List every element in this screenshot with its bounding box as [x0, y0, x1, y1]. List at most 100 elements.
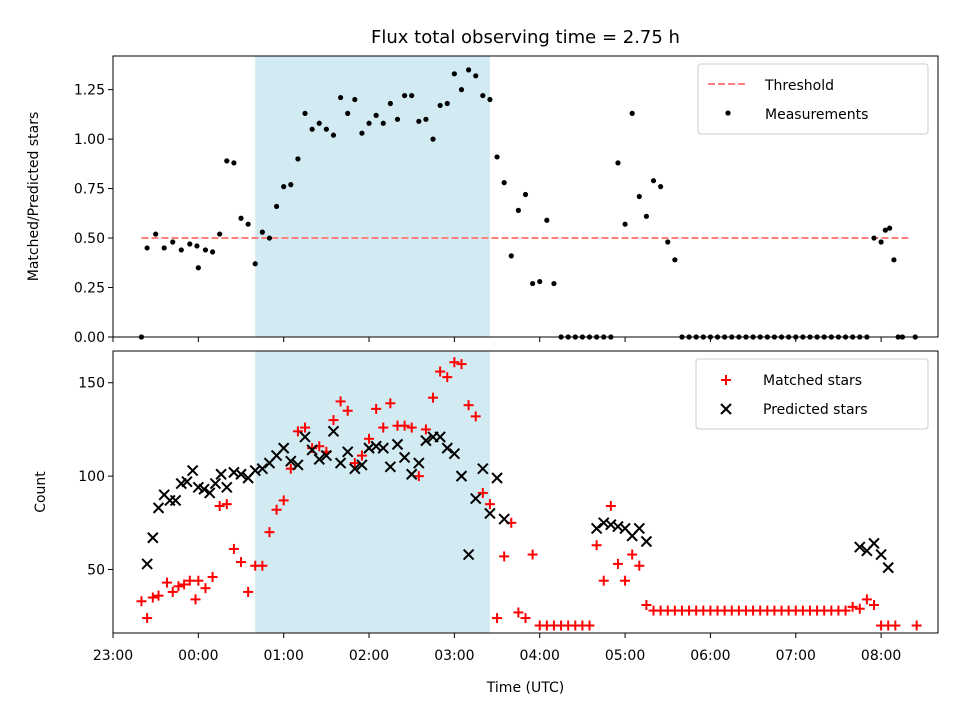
x-stroke-b: [320, 449, 333, 462]
measurement-point: [871, 235, 877, 241]
matched-star-point: [200, 583, 211, 594]
measurement-point: [380, 120, 386, 126]
measurement-point: [170, 239, 176, 245]
measurement-point: [544, 217, 550, 223]
x-tick-label: 06:00: [690, 648, 730, 664]
top-legend: Threshold Measurements: [697, 63, 929, 135]
predicted-star-point: [590, 522, 603, 535]
x-stroke-b: [221, 481, 233, 494]
x-stroke-b: [605, 518, 617, 531]
predicted-star-point: [327, 425, 340, 438]
predicted-star-point: [249, 464, 261, 477]
predicted-star-point: [169, 494, 182, 507]
predicted-star-point: [484, 507, 496, 520]
predicted-stars-points: [141, 425, 894, 574]
matched-star-point: [406, 422, 417, 433]
matched-star-point: [243, 586, 254, 597]
x-axis-label: Time (UTC): [486, 680, 564, 696]
matched-star-point: [184, 575, 195, 586]
legend-box: [695, 358, 929, 430]
measurement-point: [387, 100, 393, 107]
predicted-star-point: [204, 487, 216, 499]
measurement-point: [330, 132, 337, 138]
x-stroke-b: [299, 431, 311, 443]
matched-star-point: [584, 620, 595, 631]
predicted-star-point: [356, 459, 368, 471]
predicted-star-point: [334, 457, 347, 469]
matched-star-point: [470, 411, 481, 422]
x-stroke-b: [868, 537, 880, 550]
matched-star-point: [527, 549, 538, 560]
x-stroke-b: [434, 431, 446, 443]
bottom-y-tick-labels: 50 100 150: [78, 376, 105, 579]
x-tick-label: 02:00: [349, 648, 389, 664]
predicted-star-point: [633, 522, 646, 535]
matched-star-point: [167, 586, 178, 597]
x-stroke-b: [370, 440, 382, 452]
measurement-point: [178, 247, 184, 253]
predicted-star-point: [477, 462, 489, 475]
measurement-point: [515, 207, 521, 213]
top-panel: Flux total observing time = 2.75 h Match…: [26, 27, 939, 346]
predicted-star-point: [277, 442, 290, 454]
x-stroke-b: [152, 502, 165, 514]
predicted-star-point: [470, 492, 482, 505]
x-stroke-b: [181, 476, 193, 488]
x-stroke-b: [875, 548, 887, 561]
x-tick-label: 08:00: [861, 648, 901, 664]
predicted-star-point: [349, 462, 361, 475]
measurement-point: [217, 231, 223, 237]
matched-star-point: [190, 594, 201, 605]
x-stroke-b: [228, 466, 240, 479]
measurement-point: [231, 160, 237, 166]
matched-star-point: [162, 577, 173, 588]
measurement-point: [444, 100, 450, 107]
top-observing-window-span: [255, 56, 490, 337]
matched-star-point: [153, 590, 164, 601]
measurement-point: [337, 94, 344, 101]
measurement-point: [466, 67, 472, 73]
measurement-point: [487, 96, 493, 103]
measurement-point: [194, 243, 200, 249]
matched-star-point: [356, 450, 367, 461]
predicted-star-point: [198, 483, 210, 495]
x-stroke-b: [334, 457, 347, 469]
x-stroke-b: [377, 442, 389, 454]
x-stroke-b: [441, 442, 453, 454]
x-tick-labels: 23:00 00:00 01:00 02:00 03:00 04:00 05:00 06:00…: [93, 648, 901, 664]
legend-box: [697, 63, 929, 135]
matched-star-point: [399, 420, 410, 431]
matched-star-point: [840, 605, 851, 616]
predicted-star-point: [377, 442, 389, 454]
measurement-point: [266, 235, 273, 241]
measurement-point: [437, 102, 443, 109]
measurement-point: [650, 178, 657, 184]
x-stroke-b: [854, 541, 866, 553]
measurement-point: [273, 203, 280, 209]
predicted-star-point: [413, 457, 425, 469]
measurement-point: [551, 280, 557, 287]
measurement-point: [423, 116, 429, 122]
predicted-star-point: [181, 476, 193, 488]
measurement-point: [891, 257, 897, 263]
measurement-point: [537, 278, 543, 285]
x-stroke-b: [590, 522, 603, 535]
measurement-point: [144, 245, 150, 251]
measurement-point: [352, 96, 358, 103]
x-stroke-b: [204, 487, 216, 499]
measurement-point: [878, 239, 884, 245]
matched-star-point: [492, 613, 503, 624]
matched-star-point: [214, 501, 225, 512]
legend-predicted-label: Predicted stars: [763, 402, 868, 418]
predicted-star-point: [455, 470, 468, 482]
measurement-point: [302, 110, 308, 116]
measurement-point: [458, 87, 465, 93]
x-stroke-b: [398, 451, 411, 464]
matched-star-point: [513, 607, 524, 618]
measurement-point: [373, 112, 379, 118]
x-stroke-b: [363, 442, 375, 454]
matched-star-point: [484, 499, 495, 510]
x-stroke-b: [384, 461, 397, 473]
measurement-point: [409, 92, 415, 99]
x-stroke-b: [277, 442, 290, 454]
